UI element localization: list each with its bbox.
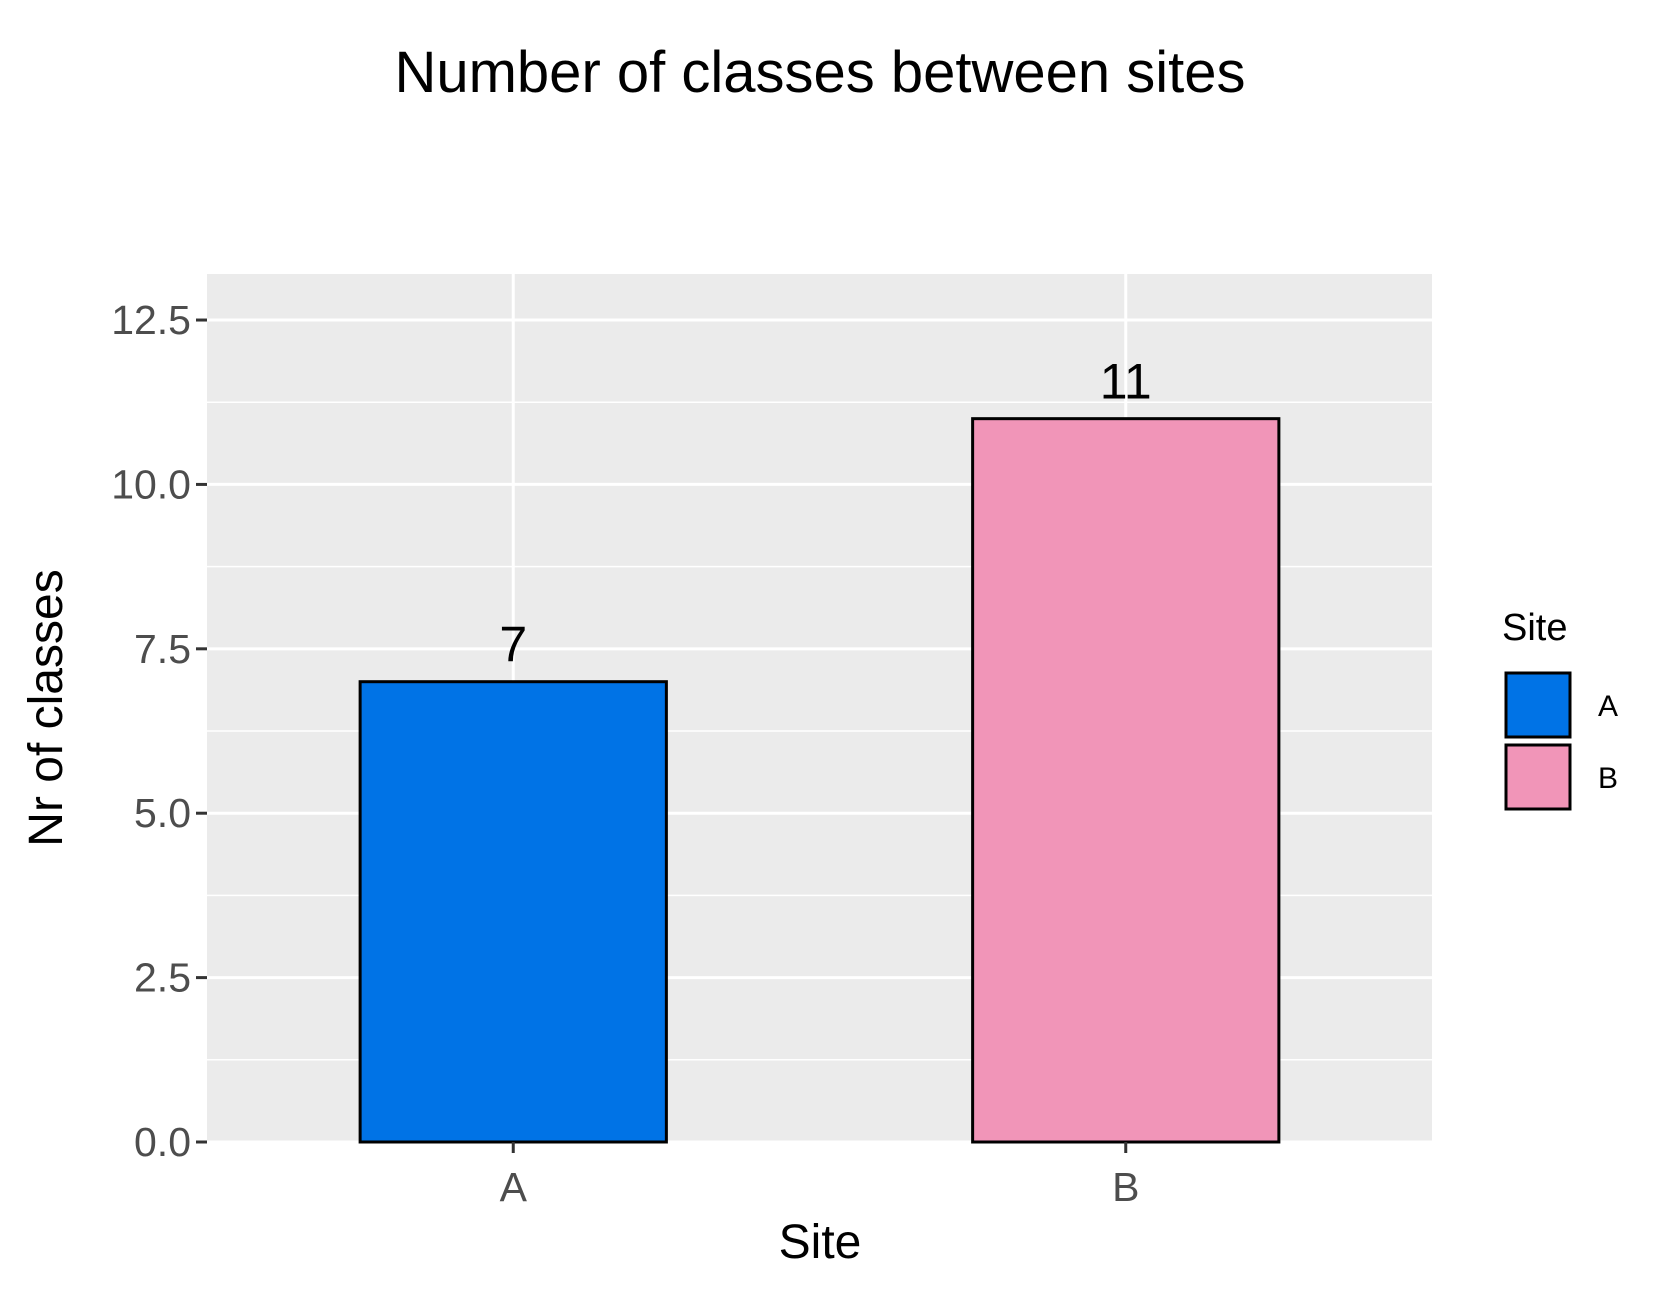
chart-title: Number of classes between sites: [394, 40, 1245, 105]
y-tick-label: 0.0: [134, 1119, 191, 1165]
y-axis-title: Nr of classes: [20, 569, 73, 846]
bar-A: [358, 680, 668, 1144]
y-tick-label: 12.5: [111, 297, 191, 343]
legend-title: Site: [1502, 607, 1567, 649]
data-labels: 7 11: [499, 354, 1151, 673]
legend-label-B: B: [1598, 762, 1618, 795]
x-tick-label: B: [1112, 1164, 1139, 1210]
legend: Site A B: [1502, 607, 1618, 811]
y-tick-label: 2.5: [134, 955, 191, 1001]
y-tick-label: 5.0: [134, 790, 191, 836]
y-axis: 0.0 2.5 5.0 7.5 10.0 12.5: [111, 297, 207, 1165]
legend-label-A: A: [1598, 690, 1618, 723]
y-tick-label: 7.5: [134, 626, 191, 672]
bars: [358, 417, 1281, 1144]
data-label-B: 11: [1100, 354, 1152, 410]
data-label-A: 7: [499, 617, 527, 673]
x-tick-label: A: [500, 1164, 528, 1210]
y-tick-label: 10.0: [111, 461, 191, 507]
x-axis-title: Site: [779, 1216, 862, 1269]
bar-B: [971, 417, 1281, 1144]
legend-swatch-A: [1504, 671, 1572, 739]
legend-swatch-B: [1504, 743, 1572, 811]
